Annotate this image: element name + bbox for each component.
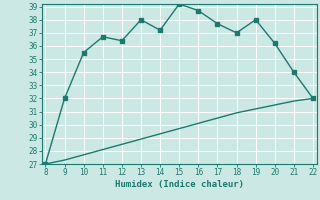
X-axis label: Humidex (Indice chaleur): Humidex (Indice chaleur)	[115, 180, 244, 189]
